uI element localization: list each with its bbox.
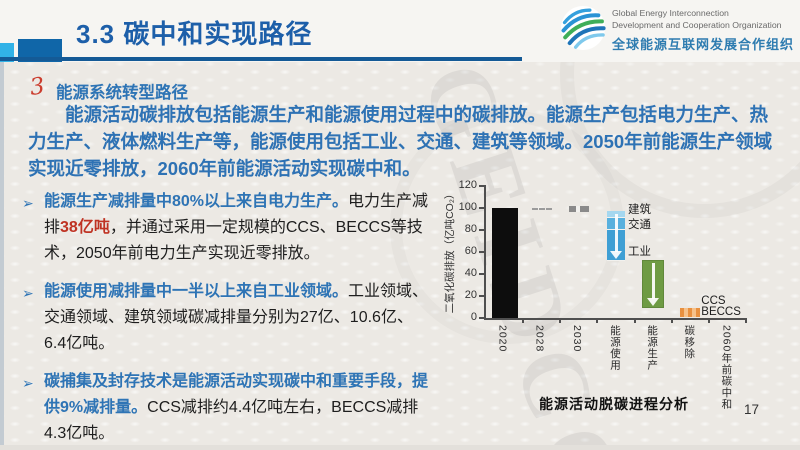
- globe-logo-icon: [560, 5, 606, 56]
- y-tick-label: 0: [470, 311, 477, 323]
- x-tick-label: 2028: [533, 325, 546, 353]
- bullet-body: CCS减排约4.4亿吨左右，BECCS减排4.3亿吨。: [44, 399, 419, 442]
- section-heading: 能源系统转型路径: [56, 84, 188, 102]
- y-tick-label: 60: [464, 245, 477, 257]
- x-tick-label: 2020: [496, 325, 509, 353]
- x-tick-mark: [633, 318, 636, 323]
- y-tick-label: 80: [464, 223, 477, 235]
- y-tick-mark: [479, 251, 486, 253]
- bullet-industry-usage: ➢ 能源使用减排量中一半以上来自工业领域。工业领域、交通领域、建筑领域碳减排量分…: [22, 279, 430, 357]
- bullet-body: 电力生产减排: [44, 193, 429, 236]
- organization-logo: Global Energy Interconnection Developmen…: [560, 5, 794, 56]
- x-tick-mark: [596, 318, 599, 323]
- x-tick-label: 2060年前碳中和: [720, 325, 733, 410]
- section-number: 3: [28, 73, 47, 101]
- y-tick-mark: [479, 295, 486, 297]
- y-tick-mark: [479, 185, 486, 187]
- down-arrow-shaft: [651, 262, 655, 300]
- bullet-electricity-production: ➢ 能源生产减排量中80%以上来自电力生产。电力生产减排38亿吨，并通过采用一定…: [22, 189, 430, 267]
- chart-annotation: 工业: [628, 245, 651, 258]
- chart-bar-2030: [568, 205, 589, 213]
- chart-annotation: BECCS: [701, 305, 741, 318]
- down-arrow-shaft: [614, 214, 618, 252]
- bullet-lead: 能源生产减排量中80%以上来自电力生产。: [44, 193, 349, 210]
- y-tick-label: 100: [458, 201, 477, 213]
- y-tick-label: 40: [464, 267, 477, 279]
- chart-annotation: CCS: [701, 294, 726, 307]
- slide-header: 3.3 碳中和实现路径 G: [0, 0, 800, 62]
- bullet-body: ，并通过采用一定规模的CCS、BECCS等技术，2050年前电力生产实现近零排放…: [44, 219, 423, 262]
- chart-bar-能源生产: [642, 259, 665, 309]
- organization-name: Global Energy Interconnection Developmen…: [612, 8, 794, 53]
- down-arrow-head-icon: [646, 298, 659, 307]
- bullet-lead: 能源使用减排量中一半以上来自工业领域。: [44, 283, 349, 300]
- slide-bottom-edge: [0, 445, 800, 450]
- chart-plot: 0 20 40 60 80 100 120 2020 2028 2030 能源使用 能源生产 碳移除 20…: [459, 179, 747, 410]
- title-underline: [0, 57, 522, 61]
- chart-annotation: 交通: [628, 219, 651, 232]
- y-tick-mark: [479, 229, 486, 231]
- bullet-highlight: 38亿吨: [60, 219, 110, 236]
- intro-paragraph: 能源活动碳排放包括能源生产和能源使用过程中的碳排放。能源生产包括电力生产、热力生…: [28, 104, 773, 179]
- header-accent-square-blue: [18, 39, 62, 62]
- bullet-list: ➢ 能源生产减排量中80%以上来自电力生产。电力生产减排38亿吨，并通过采用一定…: [22, 189, 430, 450]
- chart-caption: 能源活动脱碳进程分析: [539, 396, 689, 412]
- page-number: 17: [744, 402, 760, 417]
- x-tick-mark: [707, 318, 710, 323]
- y-tick-mark: [479, 317, 486, 319]
- organization-name-en-1: Global Energy Interconnection: [612, 8, 729, 18]
- y-tick-label: 120: [458, 179, 477, 191]
- bullet-body: 工业领域、交通领域、建筑领域碳减排量分别为27亿、10.6亿、6.4亿吨。: [44, 283, 429, 352]
- y-tick-label: 20: [464, 289, 477, 301]
- x-tick-label: 碳移除: [683, 325, 696, 360]
- decarbonization-chart: 二氧化碳排放（亿吨CO₂） 0 20 40 60 80 100 120 2020 2028 203…: [438, 179, 778, 422]
- y-tick-mark: [479, 273, 486, 275]
- bullet-lead: 碳捕集及封存技术是能源活动实现碳中和重要手段，提供9%减排量。: [44, 373, 429, 416]
- x-tick-mark: [522, 318, 525, 323]
- chart-bar-2020: [491, 208, 518, 318]
- x-tick-mark: [670, 318, 673, 323]
- chart-bar-2028: [531, 208, 552, 210]
- x-tick-mark: [745, 318, 747, 323]
- slide-title: 3.3 碳中和实现路径: [76, 19, 313, 49]
- x-tick-label: 能源生产: [646, 325, 659, 371]
- bullet-arrow-icon: ➢: [22, 375, 34, 391]
- slide-left-edge: [0, 62, 4, 450]
- chart-annotation: 建筑: [628, 204, 651, 216]
- x-tick-label: 能源使用: [609, 325, 621, 371]
- organization-name-cn: 全球能源互联网发展合作组织: [612, 37, 795, 52]
- bullet-arrow-icon: ➢: [22, 285, 34, 301]
- chart-bar-碳移除: [680, 308, 701, 317]
- bullet-carbon-capture: ➢ 碳捕集及封存技术是能源活动实现碳中和重要手段，提供9%减排量。CCS减排约4…: [22, 369, 430, 447]
- bullet-arrow-icon: ➢: [22, 195, 34, 211]
- chart-bar-能源使用: [607, 211, 625, 261]
- x-tick-mark: [559, 318, 562, 323]
- organization-name-en-2: Development and Cooperation Organization: [612, 19, 782, 30]
- y-tick-mark: [479, 207, 486, 209]
- x-tick-label: 2030: [570, 325, 583, 353]
- down-arrow-head-icon: [609, 250, 622, 259]
